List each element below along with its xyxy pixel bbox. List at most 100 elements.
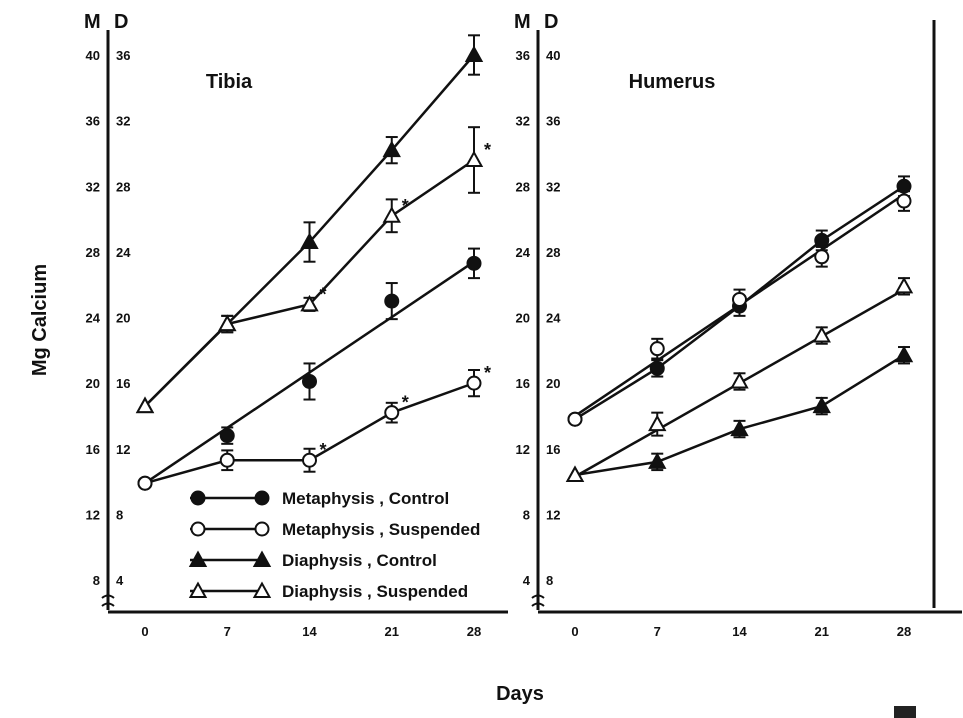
- tibia-series-1: * * *: [137, 363, 491, 491]
- humerus-x-tick-label: 21: [815, 624, 829, 639]
- y-axis-label: Mg Calcium: [29, 264, 51, 376]
- tibia-significance-star: *: [402, 196, 409, 216]
- axes: [101, 20, 962, 718]
- tibia-diaphysis-tick-label: 28: [116, 179, 130, 194]
- tibia-metaphysis-tick-label: 24: [86, 311, 101, 326]
- legend-marker-left: [190, 490, 206, 506]
- tibia-metaphysis-tick-label: 36: [86, 114, 100, 129]
- tibia-data-point: [300, 232, 319, 250]
- tibia-series-2: [135, 34, 484, 414]
- humerus-x-tick-label: 7: [654, 624, 661, 639]
- legend-marker-right: [254, 490, 270, 506]
- tibia-data-point: [302, 452, 317, 468]
- humerus-series-3: [565, 276, 914, 482]
- x-axis-label: Days: [496, 683, 544, 705]
- humerus-data-point: [730, 371, 749, 389]
- humerus-axis-break-icon: [531, 594, 545, 607]
- tibia-data-point: [300, 294, 319, 312]
- legend-label: Metaphysis , Control: [282, 489, 449, 508]
- legend-label: Diaphysis , Suspended: [282, 582, 468, 601]
- tibia-data-point: [302, 373, 317, 389]
- tibia-data-point: [219, 428, 235, 444]
- legend-entry: Diaphysis , Suspended: [188, 581, 468, 601]
- tibia-significance-star: *: [320, 440, 327, 460]
- humerus-diaphysis-tick-label: 40: [546, 48, 560, 63]
- tibia-x-tick-label: 0: [141, 624, 148, 639]
- tibia-significance-star: *: [484, 140, 491, 160]
- tibia-data-point: [137, 475, 153, 491]
- tibia-diaphysis-tick-label: 8: [116, 507, 123, 522]
- humerus-panel-title: Humerus: [629, 71, 716, 93]
- humerus-metaphysis-tick-label: 4: [523, 573, 531, 588]
- tibia-data-point: [464, 45, 484, 62]
- humerus-diaphysis-tick-label: 12: [546, 507, 560, 522]
- tibia-data-point: [466, 375, 482, 391]
- tibia-metaphysis-tick-label: 40: [86, 48, 100, 63]
- humerus-x-tick-label: 0: [571, 624, 578, 639]
- tibia-data-point: [466, 255, 482, 271]
- tibia-metaphysis-tick-label: 28: [86, 245, 100, 260]
- humerus-metaphysis-tick-label: 32: [516, 114, 530, 129]
- tibia-panel-title: Tibia: [206, 71, 253, 93]
- tibia-metaphysis-tick-label: 12: [86, 507, 100, 522]
- humerus-diaphysis-axis-header: D: [544, 11, 558, 33]
- humerus-metaphysis-tick-label: 20: [516, 311, 530, 326]
- legend: Metaphysis , Control Metaphysis , Suspend…: [188, 489, 480, 601]
- humerus-metaphysis-tick-label: 28: [516, 179, 530, 194]
- humerus-data-point: [814, 249, 830, 265]
- tibia-data-point: [218, 314, 237, 332]
- tibia-diaphysis-tick-label: 36: [116, 48, 130, 63]
- tibia-metaphysis-tick-label: 16: [86, 442, 100, 457]
- humerus-metaphysis-tick-label: 12: [516, 442, 530, 457]
- tibia-data-point: [135, 396, 155, 414]
- tibia-x-tick-label: 14: [302, 624, 317, 639]
- humerus-data-point: [896, 193, 912, 209]
- tibia-diaphysis-tick-label: 32: [116, 114, 130, 129]
- tibia-diaphysis-axis-header: D: [114, 11, 128, 33]
- tibia-diaphysis-tick-label: 16: [116, 376, 130, 391]
- figure-number-fragment: [894, 706, 916, 718]
- humerus-x-tick-label: 14: [732, 624, 747, 639]
- tibia-data-point: [384, 293, 400, 309]
- tibia-series-3: * * *: [135, 126, 491, 414]
- humerus-data-point: [649, 341, 665, 357]
- humerus-data-point: [814, 232, 830, 248]
- humerus-diaphysis-tick-label: 32: [546, 179, 560, 194]
- humerus-metaphysis-tick-label: 36: [516, 48, 530, 63]
- humerus-x-tick-label: 28: [897, 624, 911, 639]
- humerus-diaphysis-tick-label: 20: [546, 376, 560, 391]
- tibia-x-tick-label: 28: [467, 624, 481, 639]
- humerus-data-point: [894, 345, 914, 363]
- legend-marker-right: [254, 521, 270, 537]
- humerus-diaphysis-tick-label: 8: [546, 573, 553, 588]
- humerus-series-1: [567, 190, 912, 427]
- legend-marker-left: [188, 581, 208, 598]
- tibia-metaphysis-tick-label: 8: [93, 573, 100, 588]
- tibia-x-tick-label: 7: [224, 624, 231, 639]
- humerus-diaphysis-tick-label: 28: [546, 245, 560, 260]
- tibia-data-point: [382, 140, 401, 158]
- legend-marker-right: [252, 581, 272, 598]
- plot-area: * * * * * *: [135, 34, 914, 491]
- legend-marker-left: [190, 521, 206, 537]
- tibia-data-point: [219, 452, 235, 468]
- humerus-metaphysis-tick-label: 8: [523, 507, 530, 522]
- tibia-metaphysis-tick-label: 20: [86, 376, 100, 391]
- humerus-diaphysis-tick-label: 16: [546, 442, 560, 457]
- humerus-data-point: [567, 411, 583, 427]
- legend-entry: Metaphysis , Suspended: [190, 520, 480, 539]
- legend-entry: Metaphysis , Control: [190, 489, 449, 508]
- tibia-data-point: [384, 405, 400, 421]
- tibia-diaphysis-tick-label: 20: [116, 311, 130, 326]
- legend-marker-left: [188, 550, 208, 567]
- tibia-diaphysis-tick-label: 12: [116, 442, 130, 457]
- legend-entry: Diaphysis , Control: [188, 550, 437, 570]
- tibia-diaphysis-tick-label: 4: [116, 573, 124, 588]
- tibia-data-point: [382, 206, 401, 223]
- tibia-metaphysis-tick-label: 32: [86, 179, 100, 194]
- tibia-metaphysis-axis-header: M: [84, 11, 101, 33]
- tibia-significance-star: *: [320, 284, 327, 304]
- humerus-metaphysis-tick-label: 16: [516, 376, 530, 391]
